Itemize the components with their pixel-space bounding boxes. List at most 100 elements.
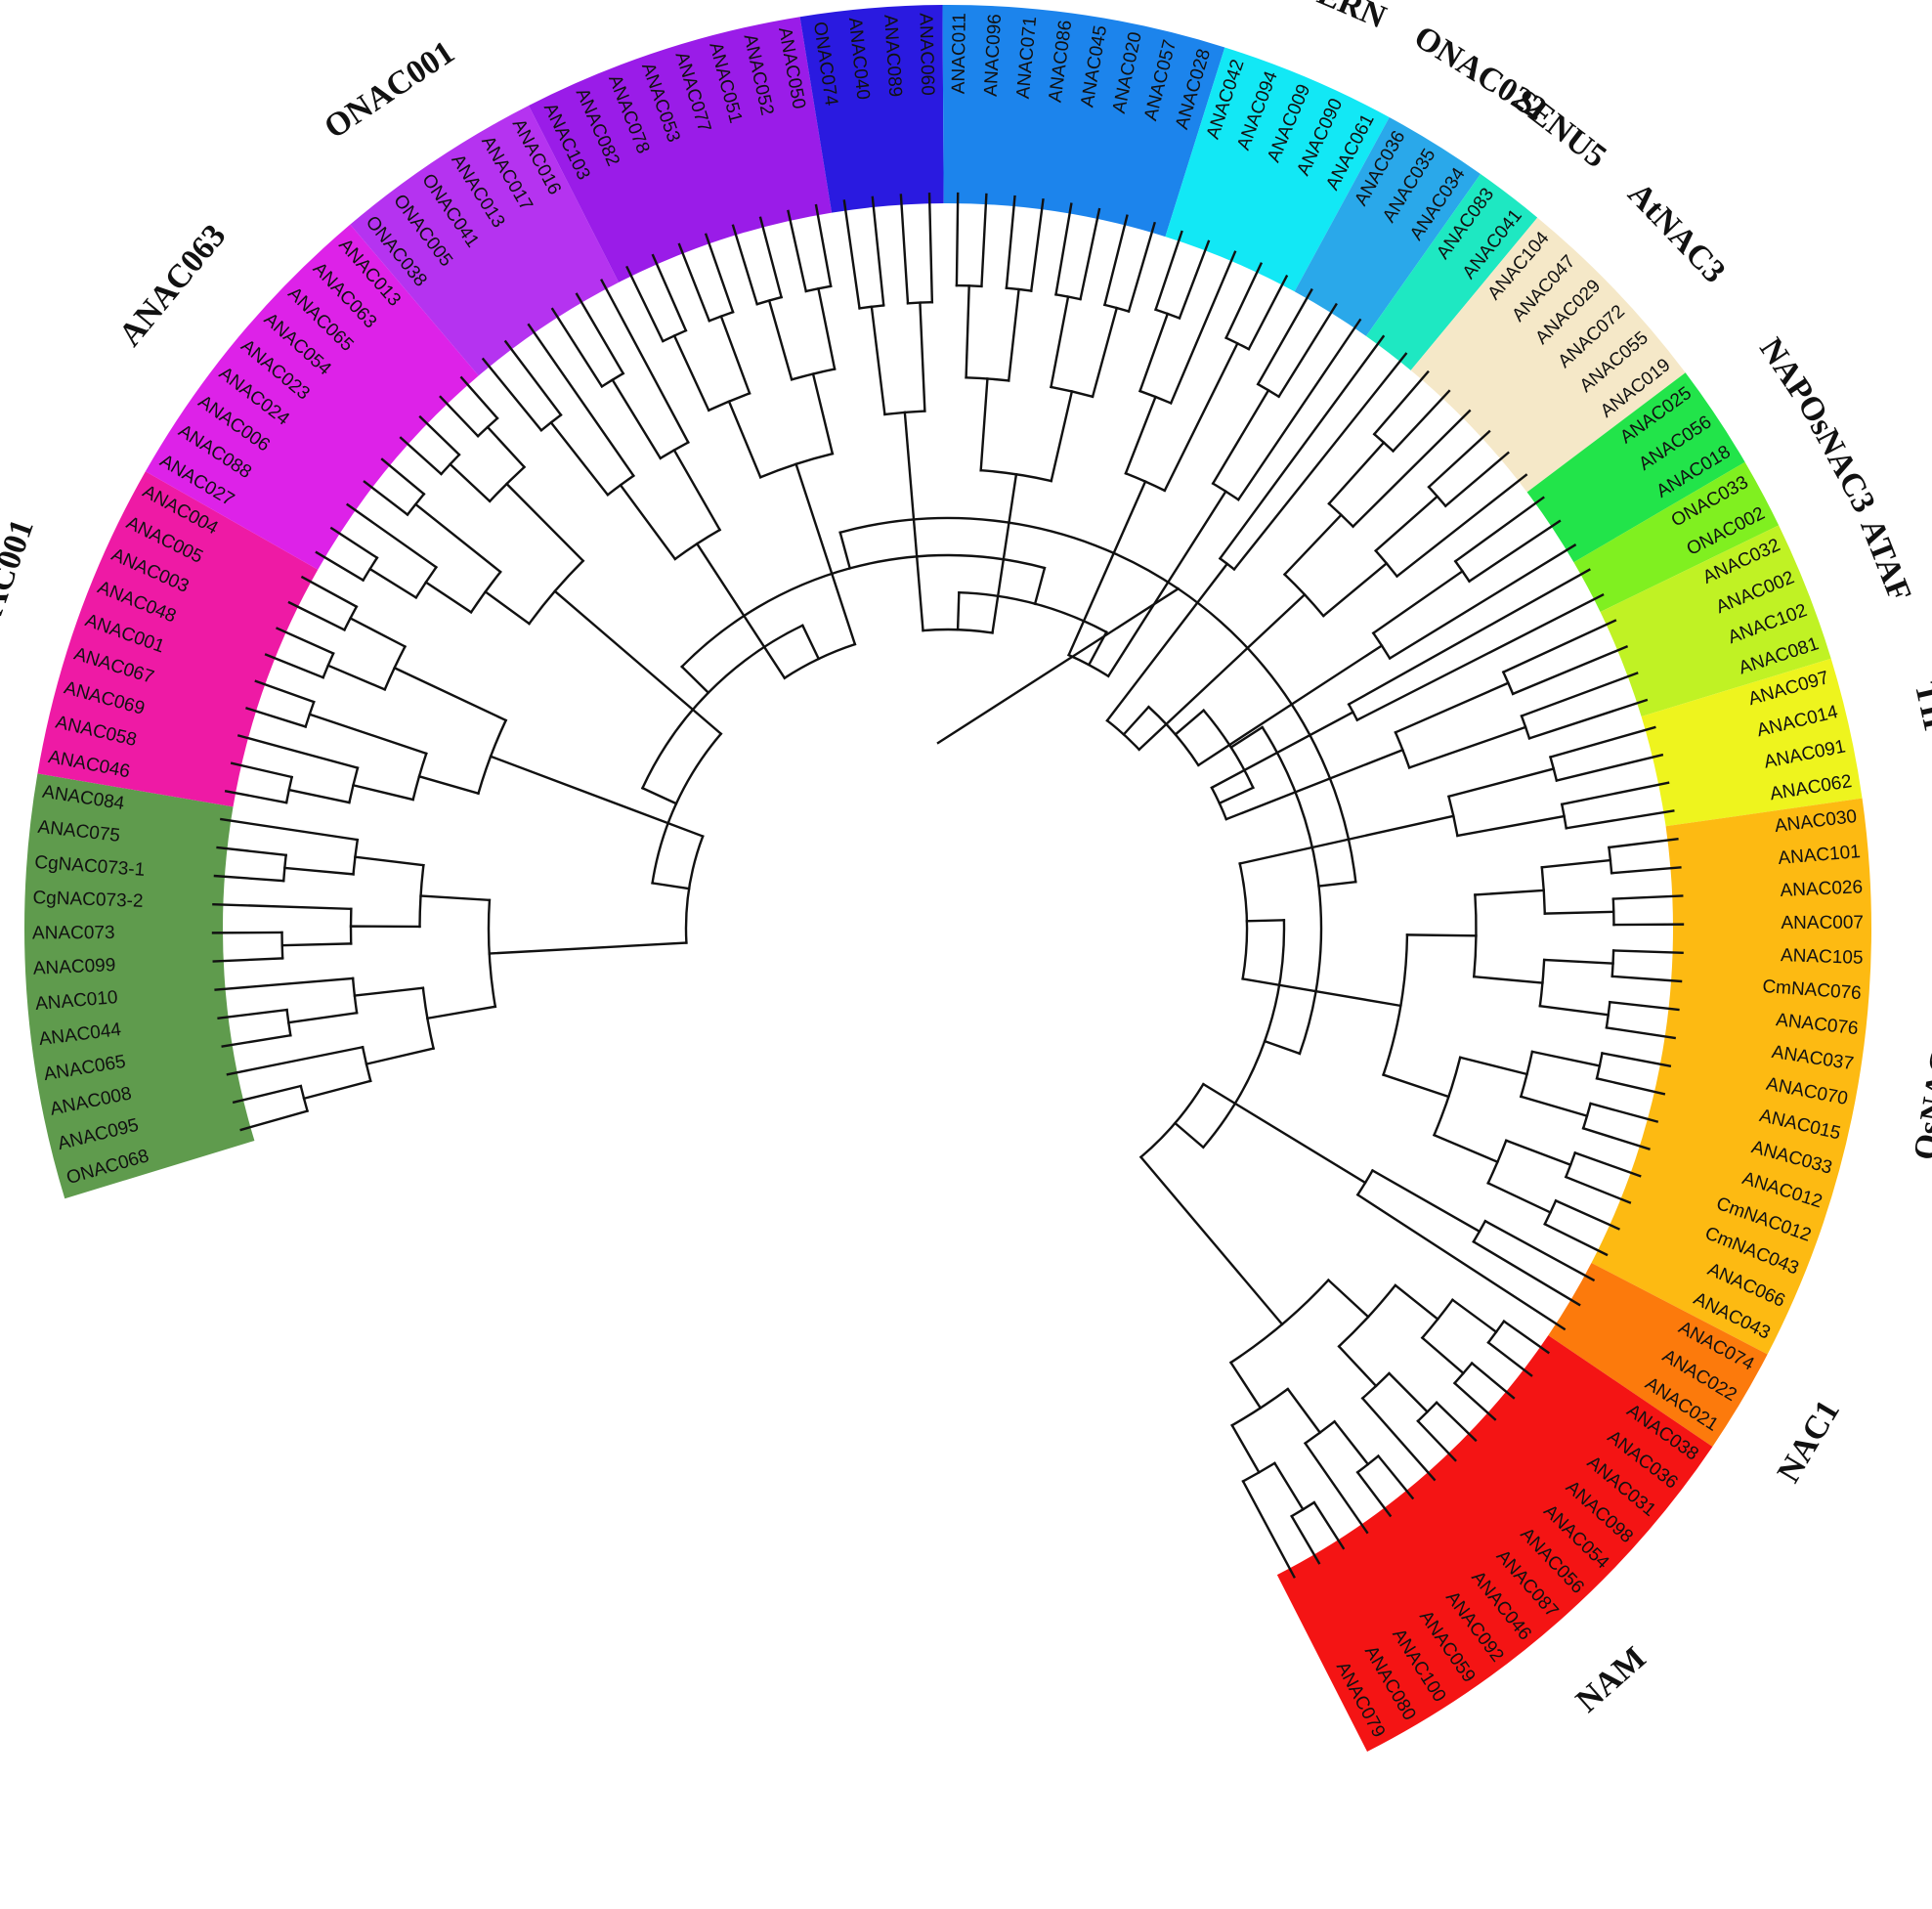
branch <box>1178 239 1211 320</box>
branch <box>1530 1050 1602 1067</box>
clade-label-tern: TERN <box>1292 0 1392 36</box>
clade-sector-anac001 <box>37 471 319 807</box>
branch <box>553 589 723 736</box>
branch <box>1538 1004 1610 1017</box>
branch <box>287 788 351 804</box>
branch-arc <box>1201 919 1286 1150</box>
branch <box>220 817 360 842</box>
branch <box>1452 1381 1497 1421</box>
branch <box>1224 262 1264 340</box>
branch <box>1565 809 1675 830</box>
branch <box>1387 1371 1430 1414</box>
branch <box>991 472 1018 634</box>
clade-sectors <box>24 4 1871 1753</box>
branch <box>1453 496 1545 563</box>
branch <box>353 986 425 997</box>
branch <box>1355 592 1605 722</box>
branch <box>1210 710 1355 790</box>
branch <box>1527 698 1649 740</box>
branch <box>1256 287 1313 386</box>
branch <box>980 193 988 288</box>
branch-arc <box>1201 709 1255 790</box>
branch <box>842 199 861 310</box>
branch <box>1127 221 1156 314</box>
branch <box>1137 592 1307 752</box>
clade-label-senu5: SENU5 <box>1508 82 1613 175</box>
branch <box>767 299 794 381</box>
branch <box>1067 480 1147 657</box>
branch <box>677 242 711 323</box>
branch <box>329 526 379 560</box>
branch <box>1105 562 1229 722</box>
branch <box>1467 519 1562 584</box>
clade-sector-tern <box>1165 47 1390 292</box>
branch <box>1272 1461 1305 1511</box>
branch <box>212 902 353 911</box>
branch <box>1236 318 1362 501</box>
branch <box>811 372 835 456</box>
branch <box>413 502 502 574</box>
branch <box>1196 643 1384 767</box>
branch <box>1169 250 1237 405</box>
branch <box>1610 866 1682 875</box>
branch <box>363 480 409 517</box>
branch <box>1486 1181 1553 1215</box>
branch <box>727 400 762 479</box>
branch <box>213 874 285 883</box>
branch <box>483 589 532 626</box>
branch <box>1427 429 1491 489</box>
branch <box>1456 814 1566 838</box>
clade-label-ataf: ATAF <box>1853 514 1917 607</box>
branch <box>704 233 735 314</box>
branch <box>680 665 710 695</box>
branch <box>1407 725 1527 769</box>
branch <box>870 305 886 416</box>
branch <box>1370 1168 1481 1234</box>
leaf-label: ANAC007 <box>1781 913 1864 933</box>
clade-sector-osnac3 <box>1573 461 1780 613</box>
branch <box>651 882 691 890</box>
branch <box>276 627 335 656</box>
branch <box>1122 705 1151 737</box>
branch <box>1504 1139 1572 1167</box>
branch <box>1608 838 1679 849</box>
branch <box>1581 1126 1651 1150</box>
branch <box>287 600 347 631</box>
clade-sector-onac003 <box>24 773 255 1199</box>
branch <box>1564 1175 1632 1204</box>
branch <box>1486 1340 1533 1377</box>
branch <box>1138 312 1170 393</box>
branch <box>1218 334 1386 561</box>
branch <box>817 286 837 371</box>
clade-label-anac063: ANAC063 <box>112 218 234 353</box>
branch <box>1360 1396 1437 1482</box>
branch <box>1501 619 1617 674</box>
branch <box>448 462 492 503</box>
clade-sector-onac001 <box>350 105 620 376</box>
branch <box>1391 389 1451 454</box>
branch <box>1573 1150 1642 1178</box>
branch <box>283 866 355 876</box>
branch <box>1435 1401 1478 1443</box>
clade-label-atnac3: AtNAC3 <box>1621 176 1733 290</box>
branch <box>236 734 360 770</box>
tree-branches <box>211 192 1685 1579</box>
branch <box>239 1109 310 1132</box>
branch <box>326 664 387 691</box>
branch <box>399 436 444 476</box>
branch <box>1228 1361 1263 1410</box>
branch <box>838 531 852 570</box>
clade-label-onac001: ONAC001 <box>318 34 460 147</box>
branch <box>1502 1320 1550 1355</box>
branch <box>481 357 543 432</box>
branch <box>232 1084 303 1105</box>
branch <box>1154 230 1183 312</box>
branch <box>439 395 480 438</box>
branch <box>1276 302 1338 399</box>
branch <box>871 195 885 307</box>
branch-arc <box>1146 705 1200 767</box>
branch <box>367 567 418 600</box>
branch <box>1079 207 1101 301</box>
branch <box>1371 569 1465 635</box>
branch <box>1447 767 1556 799</box>
